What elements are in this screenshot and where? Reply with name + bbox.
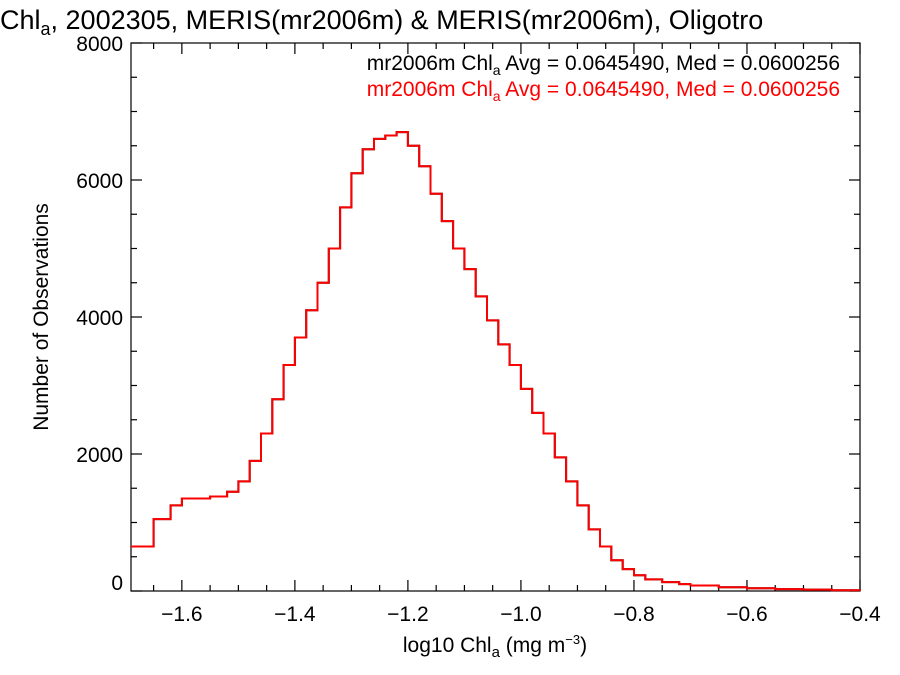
x-tick-label: −1.6 [161, 603, 202, 626]
x-axis-label: log10 Chla (mg m−3) [403, 632, 587, 661]
x-tick-label: −0.6 [726, 603, 767, 626]
y-tick-label: 0 [111, 572, 123, 595]
x-axis-label-post: ) [580, 634, 587, 657]
chart-title: Chla, 2002305, MERIS(mr2006m) & MERIS(mr… [0, 5, 763, 39]
y-axis-label: Number of Observations [30, 203, 53, 431]
legend-black-sub: a [493, 62, 501, 78]
axis-ticks [131, 42, 861, 592]
y-tick-label: 2000 [76, 444, 123, 467]
legend-entry-black: mr2006m Chla Avg = 0.0645490, Med = 0.06… [367, 52, 840, 78]
legend-black-post: Avg = 0.0645490, Med = 0.0600256 [501, 52, 840, 75]
chart-title-pre: Chl [0, 5, 41, 35]
legend-black-pre: mr2006m Chl [367, 52, 493, 75]
x-tick-label: −0.4 [839, 603, 881, 626]
x-tick-label: −1.4 [274, 603, 316, 626]
chart-title-post: , 2002305, MERIS(mr2006m) & MERIS(mr2006… [51, 5, 764, 35]
series-line-black [131, 131, 861, 592]
chart-title-sub: a [41, 19, 52, 39]
y-tick-label: 6000 [76, 170, 123, 193]
x-tick-label: −0.8 [613, 603, 654, 626]
x-tick-labels: −1.6 −1.4 −1.2 −1.0 −0.8 −0.6 −0.4 [161, 603, 881, 626]
x-tick-label: −1.2 [387, 603, 428, 626]
legend-red-post: Avg = 0.0645490, Med = 0.0600256 [501, 78, 840, 101]
x-axis-label-mid: (mg m [500, 634, 565, 657]
plot-frame [130, 42, 861, 592]
legend-red-pre: mr2006m Chl [367, 78, 493, 101]
y-tick-label: 4000 [76, 307, 123, 330]
series-line-red [131, 131, 861, 592]
x-axis-label-pre: log10 Chl [403, 634, 492, 657]
x-axis-label-sub: a [492, 644, 501, 661]
x-tick-label: −1.0 [500, 603, 541, 626]
x-axis-label-sup: −3 [565, 632, 580, 647]
legend-entry-red: mr2006m Chla Avg = 0.0645490, Med = 0.06… [367, 78, 840, 104]
legend-red-sub: a [493, 88, 501, 104]
y-tick-labels: 0 2000 4000 6000 8000 [76, 33, 123, 595]
y-tick-label: 8000 [76, 33, 123, 56]
